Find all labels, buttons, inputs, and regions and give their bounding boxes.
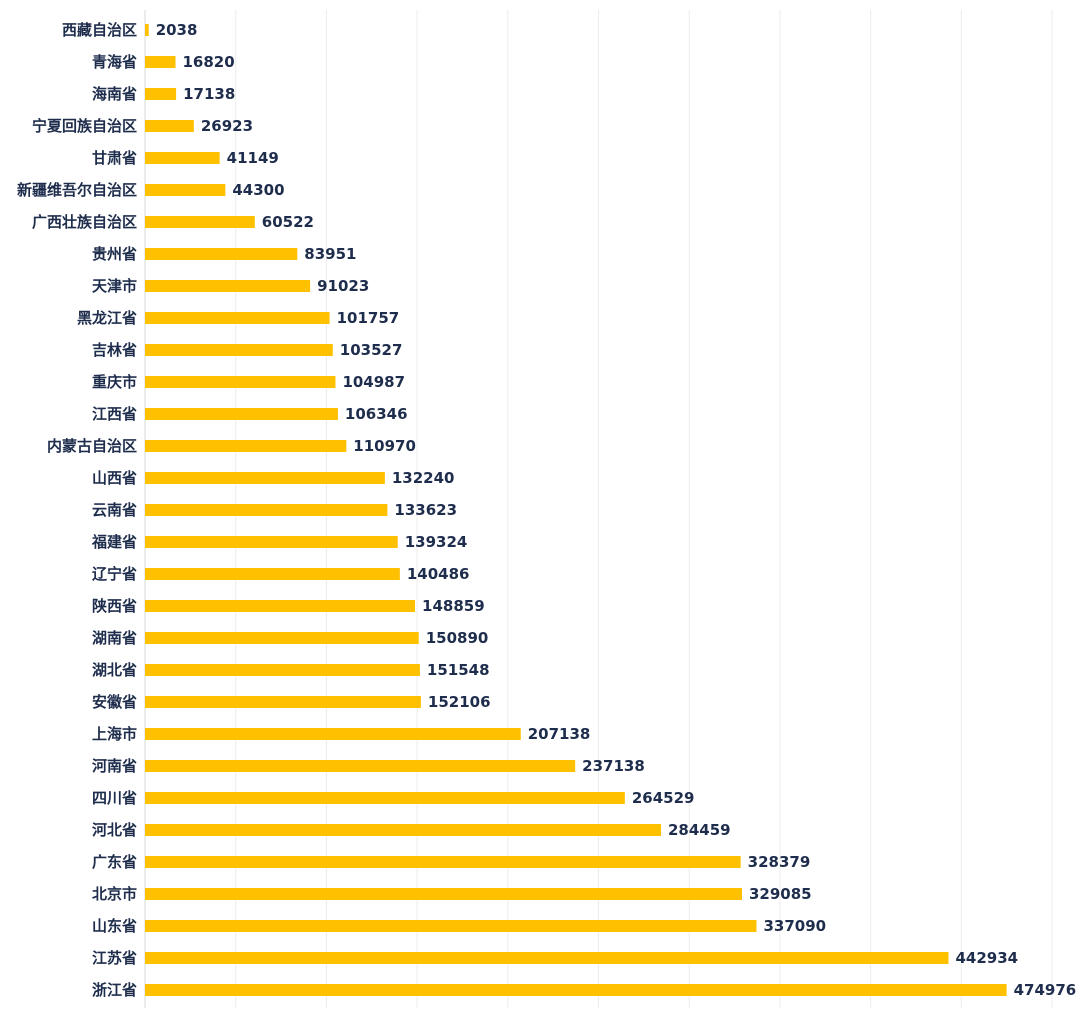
value-label: 41149 <box>227 149 279 167</box>
bar <box>145 120 194 132</box>
bar <box>145 472 385 484</box>
value-label: 44300 <box>232 181 284 199</box>
labels-layer: 西藏自治区 2038 青海省 16820 海南省 17138 宁夏回族自治区 26923 甘肃省… <box>17 21 1076 999</box>
value-label: 104987 <box>342 373 405 391</box>
category-label: 湖北省 <box>92 661 137 679</box>
bar <box>145 344 333 356</box>
bar <box>145 56 176 68</box>
category-label: 山东省 <box>92 917 137 935</box>
bar <box>145 728 521 740</box>
bar <box>145 408 338 420</box>
category-label: 山西省 <box>92 469 137 487</box>
value-label: 337090 <box>763 917 826 935</box>
bar <box>145 856 741 868</box>
category-label: 辽宁省 <box>92 565 137 583</box>
category-label: 北京市 <box>92 885 137 903</box>
category-label: 宁夏回族自治区 <box>32 117 137 135</box>
value-label: 264529 <box>632 789 695 807</box>
category-label: 浙江省 <box>92 981 137 999</box>
category-label: 江西省 <box>92 405 137 423</box>
category-label: 安徽省 <box>92 693 137 711</box>
category-label: 重庆市 <box>92 373 137 391</box>
category-label: 湖南省 <box>92 629 137 647</box>
category-label: 广东省 <box>92 853 137 871</box>
value-label: 151548 <box>427 661 490 679</box>
value-label: 442934 <box>955 949 1018 967</box>
value-label: 148859 <box>422 597 485 615</box>
value-label: 150890 <box>426 629 489 647</box>
bar <box>145 792 625 804</box>
bar <box>145 88 177 100</box>
value-label: 91023 <box>317 277 369 295</box>
category-label: 云南省 <box>92 501 137 519</box>
value-label: 101757 <box>337 309 400 327</box>
value-label: 329085 <box>749 885 812 903</box>
category-label: 河北省 <box>92 821 137 839</box>
value-label: 284459 <box>668 821 731 839</box>
bar <box>145 504 388 516</box>
category-label: 吉林省 <box>92 341 137 359</box>
value-label: 152106 <box>428 693 491 711</box>
category-label: 西藏自治区 <box>62 21 137 39</box>
value-label: 26923 <box>201 117 253 135</box>
bar <box>145 184 226 196</box>
bar <box>145 152 220 164</box>
bars-layer <box>145 24 1007 996</box>
value-label: 132240 <box>392 469 455 487</box>
value-label: 16820 <box>183 53 235 71</box>
category-label: 内蒙古自治区 <box>47 437 137 455</box>
category-label: 陕西省 <box>92 597 137 615</box>
value-label: 207138 <box>528 725 591 743</box>
value-label: 106346 <box>345 405 408 423</box>
bar <box>145 696 421 708</box>
bar <box>145 280 311 292</box>
category-label: 天津市 <box>92 277 137 295</box>
value-label: 83951 <box>304 245 356 263</box>
category-label: 甘肃省 <box>92 149 137 167</box>
bar <box>145 248 298 260</box>
category-label: 江苏省 <box>92 949 137 967</box>
bar <box>145 920 757 932</box>
category-label: 广西壮族自治区 <box>32 213 137 231</box>
category-label: 新疆维吾尔自治区 <box>17 181 137 199</box>
bar <box>145 216 255 228</box>
bar <box>145 24 149 36</box>
bar <box>145 536 398 548</box>
value-label: 328379 <box>748 853 811 871</box>
value-label: 237138 <box>582 757 645 775</box>
value-label: 110970 <box>353 437 416 455</box>
bar <box>145 376 336 388</box>
category-label: 黑龙江省 <box>77 309 137 327</box>
category-label: 上海市 <box>92 725 137 743</box>
value-label: 474976 <box>1014 981 1077 999</box>
value-label: 139324 <box>405 533 468 551</box>
category-label: 福建省 <box>91 533 137 551</box>
value-label: 17138 <box>183 85 235 103</box>
bar <box>145 600 416 612</box>
category-label: 贵州省 <box>92 245 137 263</box>
bar <box>145 984 1007 996</box>
bar <box>145 760 576 772</box>
category-label: 海南省 <box>92 85 137 103</box>
bar <box>145 440 347 452</box>
value-label: 2038 <box>156 21 198 39</box>
bar <box>145 824 662 836</box>
category-label: 四川省 <box>92 789 137 807</box>
bar <box>145 888 742 900</box>
value-label: 133623 <box>394 501 457 519</box>
grid-layer <box>144 10 1053 1008</box>
bar <box>145 664 420 676</box>
value-label: 140486 <box>407 565 470 583</box>
category-label: 青海省 <box>92 53 137 71</box>
bar <box>145 568 400 580</box>
category-label: 河南省 <box>92 757 137 775</box>
bar <box>145 312 330 324</box>
value-label: 60522 <box>262 213 314 231</box>
value-label: 103527 <box>340 341 403 359</box>
bar <box>145 952 949 964</box>
bar <box>145 632 419 644</box>
